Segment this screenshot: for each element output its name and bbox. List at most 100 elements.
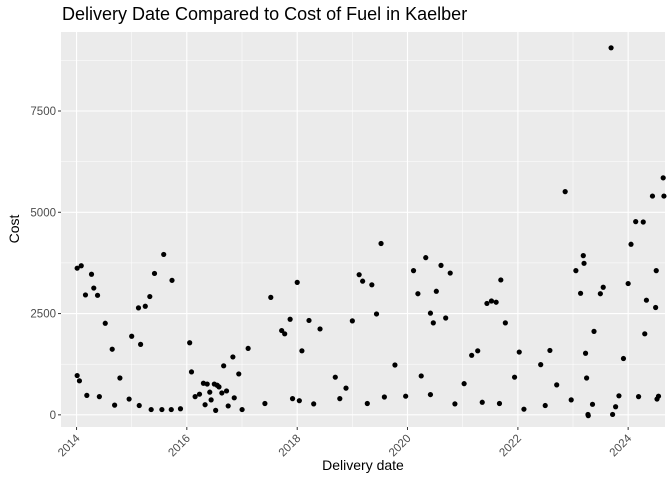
data-point xyxy=(642,331,648,337)
data-point xyxy=(245,345,251,352)
data-point xyxy=(554,382,560,388)
data-point xyxy=(542,402,548,409)
data-point xyxy=(208,397,214,403)
data-point xyxy=(625,280,631,287)
data-point xyxy=(616,393,622,399)
data-point xyxy=(231,395,237,401)
y-axis: 0 2500 5000 7500 xyxy=(30,106,61,422)
data-point xyxy=(337,396,343,402)
data-point xyxy=(582,350,589,356)
data-point xyxy=(287,316,293,322)
data-point xyxy=(538,362,544,368)
data-point xyxy=(262,400,268,407)
data-point xyxy=(192,394,198,400)
data-point xyxy=(643,297,650,303)
data-point xyxy=(223,388,230,394)
data-point xyxy=(296,398,302,404)
data-point xyxy=(660,175,666,181)
data-point xyxy=(427,310,434,316)
data-point xyxy=(633,219,639,225)
data-point xyxy=(461,381,467,387)
data-point xyxy=(169,277,175,283)
x-axis-title: Delivery date xyxy=(322,457,404,473)
data-point xyxy=(496,400,503,407)
data-point xyxy=(282,331,288,337)
data-point xyxy=(188,369,195,375)
data-point xyxy=(147,293,153,300)
data-point xyxy=(78,263,84,269)
data-point xyxy=(516,349,522,355)
data-point xyxy=(268,294,274,300)
data-point xyxy=(332,374,338,380)
data-point xyxy=(493,299,499,305)
data-point xyxy=(213,407,219,413)
minor-gridlines xyxy=(61,32,665,427)
data-point xyxy=(137,341,144,347)
data-point xyxy=(403,393,409,399)
data-point xyxy=(628,241,634,247)
data-point xyxy=(597,291,603,297)
data-point xyxy=(177,406,184,412)
data-point xyxy=(589,401,596,407)
data-point xyxy=(136,402,142,409)
x-tick-label: 2014 xyxy=(56,432,83,459)
data-point xyxy=(294,279,300,285)
data-point xyxy=(142,303,148,309)
data-point xyxy=(620,355,627,362)
data-point xyxy=(168,406,174,413)
plot-panel xyxy=(61,32,665,427)
data-point xyxy=(661,193,667,199)
data-point xyxy=(488,298,495,304)
data-point xyxy=(580,253,586,259)
data-point xyxy=(502,320,508,326)
data-point xyxy=(547,347,553,354)
data-point xyxy=(364,400,370,407)
data-point xyxy=(640,219,646,225)
y-tick-label: 2500 xyxy=(30,309,56,321)
data-point xyxy=(109,346,115,352)
data-point xyxy=(469,352,475,358)
data-point xyxy=(289,396,296,402)
data-point xyxy=(653,268,659,274)
data-point xyxy=(613,404,619,410)
data-point xyxy=(573,268,579,274)
data-point xyxy=(148,406,154,413)
data-point xyxy=(373,311,380,317)
data-point xyxy=(219,390,225,396)
data-point xyxy=(360,278,366,284)
data-point xyxy=(511,374,518,380)
data-point xyxy=(600,284,606,290)
data-point xyxy=(204,381,210,387)
data-point xyxy=(102,320,108,326)
data-point xyxy=(216,384,222,390)
data-point xyxy=(608,45,614,51)
data-point xyxy=(584,375,590,381)
data-point xyxy=(433,288,439,294)
data-point xyxy=(649,193,656,199)
data-point xyxy=(356,272,362,278)
data-point xyxy=(82,292,89,298)
data-point xyxy=(74,372,80,379)
data-point xyxy=(225,403,231,409)
data-point xyxy=(521,406,527,412)
data-point xyxy=(378,240,384,247)
data-point xyxy=(591,328,597,334)
data-point xyxy=(577,290,584,296)
x-tick-label: 2018 xyxy=(277,433,304,460)
y-axis-title: Cost xyxy=(6,215,22,244)
data-point xyxy=(562,189,568,195)
x-tick-label: 2022 xyxy=(497,433,524,460)
data-point xyxy=(443,315,449,321)
data-point xyxy=(635,394,642,400)
data-point xyxy=(135,305,142,311)
data-point xyxy=(475,348,481,354)
x-axis: 2014 2016 2018 2020 2022 2024 xyxy=(56,427,635,459)
data-point xyxy=(230,354,236,360)
data-point xyxy=(484,300,490,307)
data-point xyxy=(653,304,659,311)
data-point xyxy=(161,251,167,258)
data-point xyxy=(609,411,616,418)
data-point xyxy=(88,271,95,277)
data-point xyxy=(369,282,375,288)
data-point xyxy=(236,371,242,377)
